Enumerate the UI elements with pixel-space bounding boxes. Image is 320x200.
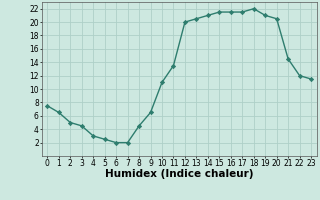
X-axis label: Humidex (Indice chaleur): Humidex (Indice chaleur) — [105, 169, 253, 179]
